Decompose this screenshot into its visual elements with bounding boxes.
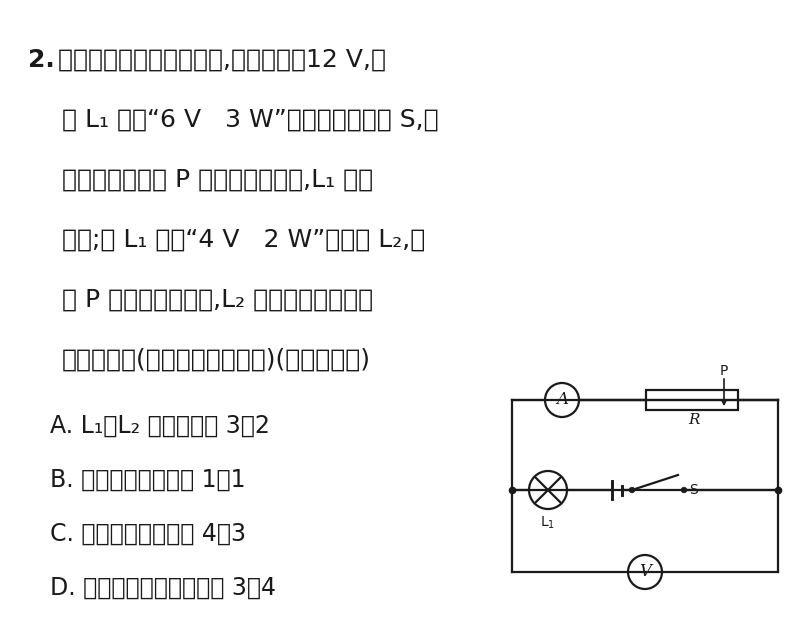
Text: V: V [639,564,651,580]
Text: 发光;将 L₁ 换成“4 V   2 W”的灯泡 L₂,滑: 发光;将 L₁ 换成“4 V 2 W”的灯泡 L₂,滑 [62,228,426,252]
Text: C. 电压表示数之比为 4：3: C. 电压表示数之比为 4：3 [50,522,246,546]
Text: 动变阵器的滑片 P 位于某一位置时,L₁ 正常: 动变阵器的滑片 P 位于某一位置时,L₁ 正常 [62,168,373,192]
Circle shape [681,488,687,493]
Text: A: A [556,392,568,408]
Text: P: P [720,364,728,378]
Circle shape [629,488,634,493]
Text: 片 P 位于另一位置时,L₂ 也正常发光。先后: 片 P 位于另一位置时,L₂ 也正常发光。先后 [62,288,373,312]
Text: B. 电流表示数之比为 1：1: B. 电流表示数之比为 1：1 [50,468,245,492]
Text: 2.: 2. [28,48,55,72]
Text: 两种情况下(假设灯丝电阵不变)(　　　　　): 两种情况下(假设灯丝电阵不变)( ) [62,348,371,372]
Text: （多选）如图所示的电路,电源电压为12 V,灯: （多选）如图所示的电路,电源电压为12 V,灯 [58,48,386,72]
Text: A. L₁、L₂ 电阵之比为 3：2: A. L₁、L₂ 电阵之比为 3：2 [50,414,270,438]
Text: R: R [688,413,700,427]
Text: L$_1$: L$_1$ [541,515,556,531]
Bar [646,390,738,410]
Text: D. 滑动变阵器功率之比为 3：4: D. 滑动变阵器功率之比为 3：4 [50,576,276,600]
Text: S: S [689,483,698,497]
Text: 泡 L₁ 标有“6 V   3 W”字样。闭合开关 S,滑: 泡 L₁ 标有“6 V 3 W”字样。闭合开关 S,滑 [62,108,438,132]
